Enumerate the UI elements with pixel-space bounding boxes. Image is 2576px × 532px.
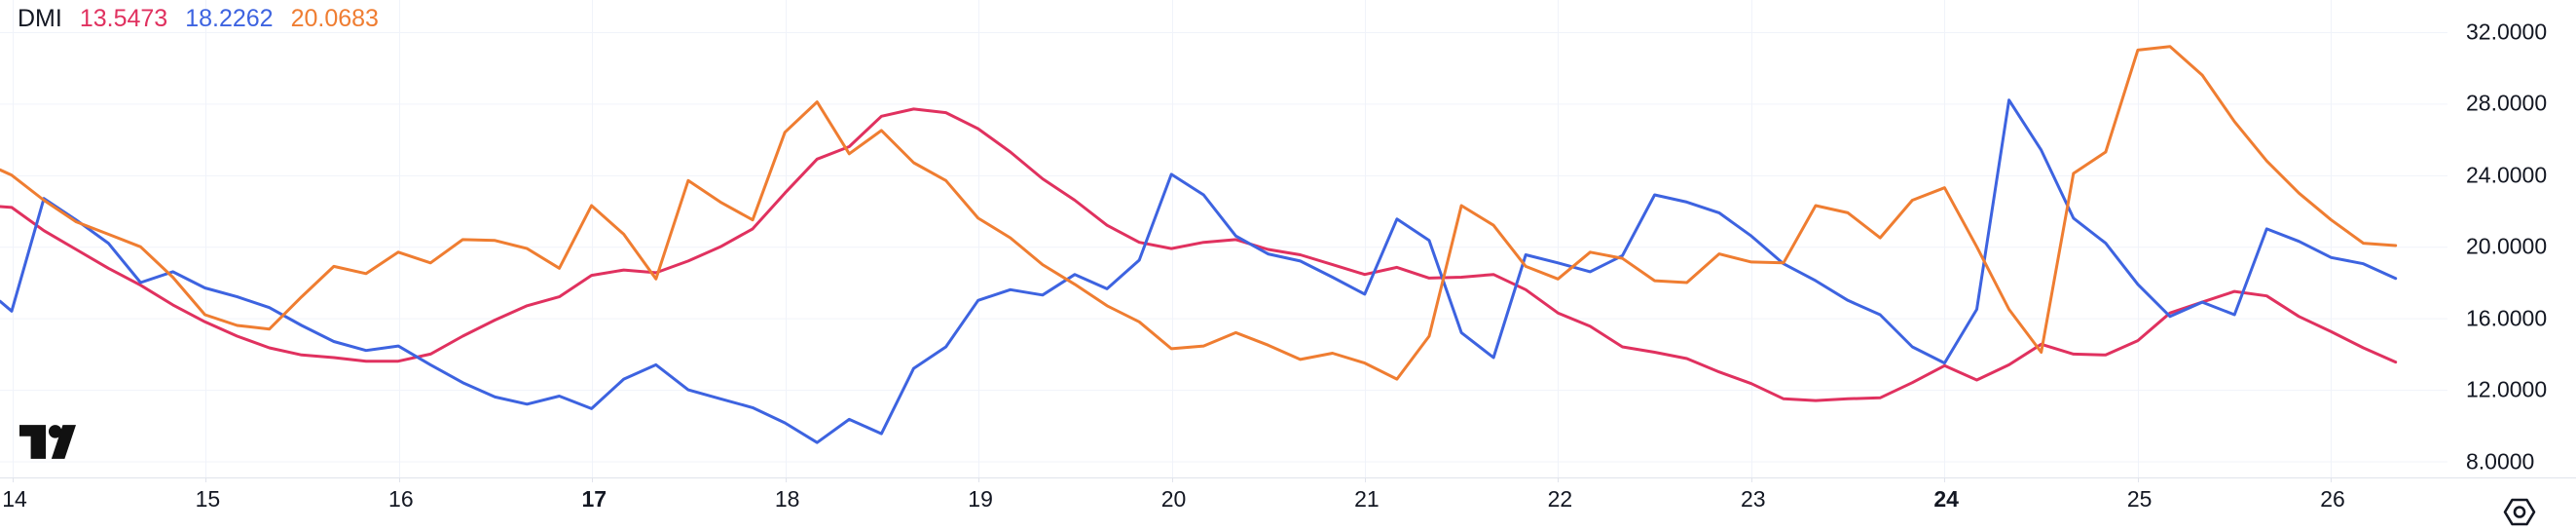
legend-value: 18.2262 xyxy=(185,5,274,32)
time-axis-label: 18 xyxy=(774,486,800,512)
price-axis-label: 28.0000 xyxy=(2466,90,2548,116)
time-axis[interactable]: 14 15 16 17 18 19 20 21 22 23 24 25 26 xyxy=(0,477,2576,532)
price-axis-label: 8.0000 xyxy=(2466,448,2535,474)
time-axis-label: 17 xyxy=(581,486,607,512)
price-axis-label: 20.0000 xyxy=(2466,233,2548,259)
time-axis-label: 26 xyxy=(2320,486,2345,512)
indicator-title[interactable]: DMI xyxy=(18,5,62,32)
legend-value: 13.5473 xyxy=(79,5,168,32)
price-axis-label: 16.0000 xyxy=(2466,305,2548,331)
indicator-legend: DMI 13.5473 18.2262 20.0683 xyxy=(18,5,379,32)
tradingview-logo[interactable] xyxy=(19,425,76,459)
time-axis-label: 22 xyxy=(1547,486,1573,512)
time-axis-label: 14 xyxy=(2,486,27,512)
price-axis-label: 32.0000 xyxy=(2466,19,2548,45)
time-axis-label: 16 xyxy=(388,486,414,512)
time-axis-label: 19 xyxy=(968,486,993,512)
time-axis-label: 20 xyxy=(1160,486,1187,512)
price-axis[interactable]: 32.0000 28.0000 24.0000 20.0000 16.0000 12.00… xyxy=(0,0,2576,477)
indicator-values: 13.5473 18.2262 20.0683 xyxy=(80,5,379,32)
blue-line xyxy=(0,98,2398,444)
time-axis-label: 15 xyxy=(195,486,221,512)
orange-line xyxy=(0,45,2398,381)
legend-value: 20.0683 xyxy=(290,5,379,32)
time-axis-label: 21 xyxy=(1354,486,1380,512)
settings-icon[interactable] xyxy=(2503,498,2536,526)
time-axis-label: 24 xyxy=(1933,486,1959,512)
crimson-line xyxy=(0,107,2398,402)
price-axis-label: 12.0000 xyxy=(2466,376,2548,402)
time-axis-label: 23 xyxy=(1740,486,1766,512)
time-axis-label: 25 xyxy=(2126,486,2153,512)
price-axis-label: 24.0000 xyxy=(2466,162,2548,188)
